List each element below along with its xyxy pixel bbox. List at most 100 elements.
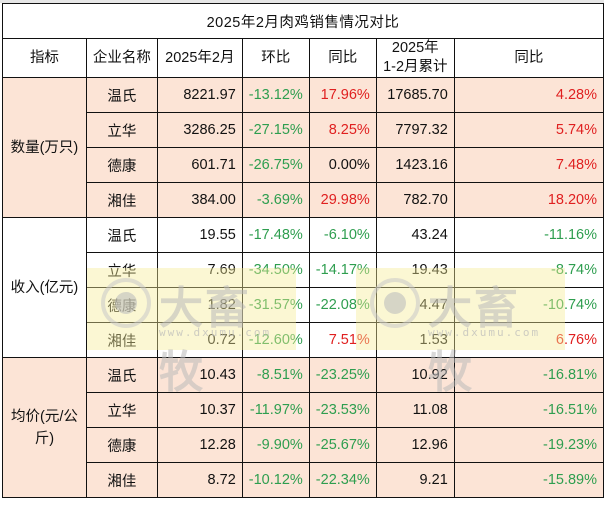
header-yoy: 同比	[308, 38, 377, 78]
table-title: 2025年2月肉鸡销售情况对比	[2, 3, 604, 39]
cumulative-yoy-value: 4.28%	[453, 77, 604, 113]
mom-value: -3.69%	[241, 182, 310, 218]
company-cell: 德康	[85, 427, 158, 463]
cumulative-yoy-value: -16.51%	[453, 392, 604, 428]
cumulative-value: 17685.70	[375, 77, 455, 113]
header-mom: 环比	[241, 38, 310, 78]
table-row: 立华 10.37 -11.97% -23.53% 11.08 -16.51%	[3, 392, 604, 428]
month-value: 8221.97	[156, 77, 243, 113]
company-cell: 温氏	[85, 77, 158, 113]
header-cumulative-line1: 2025年	[391, 40, 439, 56]
table-row: 德康 601.71 -26.75% 0.00% 1423.16 7.48%	[3, 147, 604, 183]
month-value: 19.55	[156, 217, 243, 253]
yoy-value: -22.34%	[308, 462, 377, 498]
company-cell: 湘佳	[85, 322, 158, 358]
yoy-value: 29.98%	[308, 182, 377, 218]
header-cumulative-line2: 1-2月累计	[383, 59, 448, 75]
table-row: 湘佳 8.72 -10.12% -22.34% 9.21 -15.89%	[3, 462, 604, 498]
month-value: 7.69	[156, 252, 243, 288]
cumulative-yoy-value: 6.76%	[453, 322, 604, 358]
cumulative-value: 19.43	[375, 252, 455, 288]
cumulative-yoy-value: -15.89%	[453, 462, 604, 498]
table-row: 湘佳 0.72 -12.60% 7.51% 1.53 6.76%	[3, 322, 604, 358]
sales-comparison-table: 2025年2月肉鸡销售情况对比 指标 企业名称 2025年2月 环比 同比 20…	[2, 3, 604, 498]
cumulative-yoy-value: 7.48%	[453, 147, 604, 183]
cumulative-value: 43.24	[375, 217, 455, 253]
yoy-value: -25.67%	[308, 427, 377, 463]
yoy-value: -23.25%	[308, 357, 377, 393]
cumulative-value: 9.21	[375, 462, 455, 498]
cumulative-yoy-value: -10.74%	[453, 287, 604, 323]
mom-value: -11.97%	[241, 392, 310, 428]
company-cell: 温氏	[85, 357, 158, 393]
month-value: 0.72	[156, 322, 243, 358]
company-cell: 湘佳	[85, 462, 158, 498]
table-row: 湘佳 384.00 -3.69% 29.98% 782.70 18.20%	[3, 182, 604, 218]
month-value: 12.28	[156, 427, 243, 463]
mom-value: -31.57%	[241, 287, 310, 323]
month-value: 10.43	[156, 357, 243, 393]
month-value: 3286.25	[156, 112, 243, 148]
cumulative-value: 7797.32	[375, 112, 455, 148]
table-row: 收入(亿元) 温氏 19.55 -17.48% -6.10% 43.24 -11…	[2, 217, 604, 358]
table-row: 数量(万只) 温氏 8221.97 -13.12% 17.96% 17685.7…	[2, 77, 604, 218]
category-quantity: 数量(万只)	[2, 77, 87, 218]
mom-value: -34.50%	[241, 252, 310, 288]
header-company: 企业名称	[85, 38, 158, 78]
spreadsheet-gridline	[0, 0, 604, 3]
mom-value: -9.90%	[241, 427, 310, 463]
header-cumulative: 2025年 1-2月累计	[375, 38, 455, 78]
yoy-value: -23.53%	[308, 392, 377, 428]
cumulative-yoy-value: -11.16%	[453, 217, 604, 253]
mom-value: -10.12%	[241, 462, 310, 498]
category-average-price-line2: 斤)	[34, 430, 55, 447]
month-value: 10.37	[156, 392, 243, 428]
mom-value: -27.15%	[241, 112, 310, 148]
mom-value: -13.12%	[241, 77, 310, 113]
table-row: 德康 12.28 -9.90% -25.67% 12.96 -19.23%	[3, 427, 604, 463]
table-row: 均价(元/公 斤) 温氏 10.43 -8.51% -23.25% 10.92 -…	[2, 357, 604, 498]
yoy-value: -14.17%	[308, 252, 377, 288]
company-cell: 立华	[85, 112, 158, 148]
cumulative-value: 10.92	[375, 357, 455, 393]
header-indicator: 指标	[2, 38, 87, 78]
mom-value: -17.48%	[241, 217, 310, 253]
company-cell: 德康	[85, 147, 158, 183]
mom-value: -8.51%	[241, 357, 310, 393]
yoy-value: 0.00%	[308, 147, 377, 183]
month-value: 1.82	[156, 287, 243, 323]
cumulative-yoy-value: -8.74%	[453, 252, 604, 288]
company-cell: 温氏	[85, 217, 158, 253]
company-cell: 德康	[85, 287, 158, 323]
category-revenue: 收入(亿元)	[2, 217, 87, 358]
header-cumulative-yoy: 同比	[453, 38, 604, 78]
mom-value: -12.60%	[241, 322, 310, 358]
company-cell: 立华	[85, 392, 158, 428]
cumulative-yoy-value: 18.20%	[453, 182, 604, 218]
yoy-value: 7.51%	[308, 322, 377, 358]
table-row: 立华 3286.25 -27.15% 8.25% 7797.32 5.74%	[3, 112, 604, 148]
category-average-price-line1: 均价(元/公	[11, 408, 78, 425]
cumulative-value: 1.53	[375, 322, 455, 358]
yoy-value: -22.08%	[308, 287, 377, 323]
month-value: 601.71	[156, 147, 243, 183]
table-row: 立华 7.69 -34.50% -14.17% 19.43 -8.74%	[3, 252, 604, 288]
cumulative-value: 11.08	[375, 392, 455, 428]
yoy-value: 8.25%	[308, 112, 377, 148]
mom-value: -26.75%	[241, 147, 310, 183]
cumulative-value: 782.70	[375, 182, 455, 218]
company-cell: 立华	[85, 252, 158, 288]
yoy-value: -6.10%	[308, 217, 377, 253]
cumulative-value: 4.47	[375, 287, 455, 323]
month-value: 8.72	[156, 462, 243, 498]
category-average-price: 均价(元/公 斤)	[2, 357, 87, 498]
company-cell: 湘佳	[85, 182, 158, 218]
cumulative-yoy-value: -16.81%	[453, 357, 604, 393]
table-row: 德康 1.82 -31.57% -22.08% 4.47 -10.74%	[3, 287, 604, 323]
month-value: 384.00	[156, 182, 243, 218]
cumulative-yoy-value: 5.74%	[453, 112, 604, 148]
header-month: 2025年2月	[156, 38, 243, 78]
header-row: 指标 企业名称 2025年2月 环比 同比 2025年 1-2月累计 同比	[2, 38, 604, 78]
yoy-value: 17.96%	[308, 77, 377, 113]
cumulative-value: 1423.16	[375, 147, 455, 183]
